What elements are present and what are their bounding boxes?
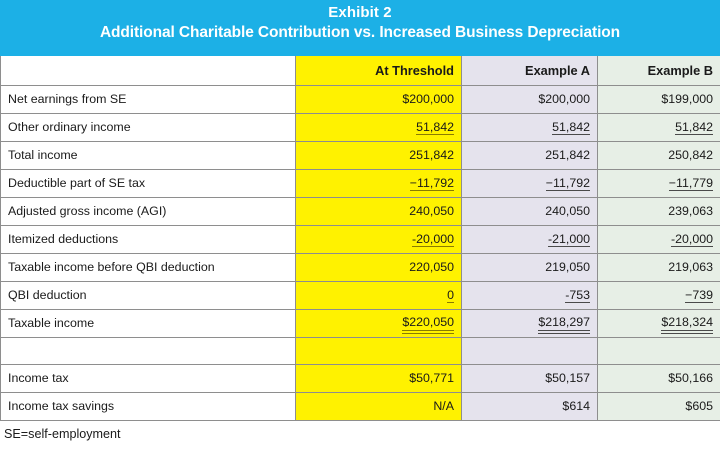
cell-threshold: 220,050 xyxy=(295,253,462,282)
row-label xyxy=(0,337,296,365)
underlined-value: -20,000 xyxy=(411,231,454,247)
row-label: Total income xyxy=(0,141,296,170)
cell-example-b: 219,063 xyxy=(597,253,720,282)
row-label: Other ordinary income xyxy=(0,113,296,142)
underlined-value: -20,000 xyxy=(670,231,713,247)
underlined-value: $218,297 xyxy=(538,315,590,334)
cell-threshold: N/A xyxy=(295,392,462,421)
underlined-value: −11,792 xyxy=(545,175,590,191)
exhibit-number: Exhibit 2 xyxy=(328,4,392,21)
underlined-value: $220,050 xyxy=(402,315,454,334)
cell-threshold: -20,000 xyxy=(295,225,462,254)
row-label: Taxable income before QBI deduction xyxy=(0,253,296,282)
table-body: At Threshold Example A Example B Net earnin… xyxy=(0,56,720,421)
cell-threshold: $50,771 xyxy=(295,364,462,393)
row-label: QBI deduction xyxy=(0,281,296,310)
row-label: Taxable income xyxy=(0,309,296,338)
cell-threshold: −11,792 xyxy=(295,169,462,198)
table-row: Other ordinary income 51,842 51,842 51,842 xyxy=(0,113,720,142)
row-label: Income tax savings xyxy=(0,392,296,421)
underlined-value: 0 xyxy=(447,287,454,303)
cell-example-a: $50,157 xyxy=(461,364,598,393)
cell-threshold: 240,050 xyxy=(295,197,462,226)
cell-example-a: 240,050 xyxy=(461,197,598,226)
underlined-value: -21,000 xyxy=(547,231,590,247)
cell-example-b: $199,000 xyxy=(597,85,720,114)
table-row: Income tax $50,771 $50,157 $50,166 xyxy=(0,364,720,393)
underlined-value: −11,779 xyxy=(668,175,713,191)
cell-example-b: 51,842 xyxy=(597,113,720,142)
underlined-value: −739 xyxy=(685,287,713,303)
underlined-value: -753 xyxy=(565,287,590,303)
underlined-value: 51,842 xyxy=(675,119,713,135)
cell-example-b: $605 xyxy=(597,392,720,421)
cell-example-a: $200,000 xyxy=(461,85,598,114)
cell-example-b: -20,000 xyxy=(597,225,720,254)
underlined-value: −11,792 xyxy=(409,175,454,191)
table-row: Total income 251,842 251,842 250,842 xyxy=(0,141,720,170)
underlined-value: 51,842 xyxy=(552,119,590,135)
cell-example-b: 239,063 xyxy=(597,197,720,226)
table-spacer-row xyxy=(0,337,720,365)
cell-threshold: 51,842 xyxy=(295,113,462,142)
table-row: Net earnings from SE $200,000 $200,000 $199… xyxy=(0,85,720,114)
table-footnote: SE=self-employment xyxy=(0,420,720,441)
row-label: Deductible part of SE tax xyxy=(0,169,296,198)
column-header-label xyxy=(0,56,296,86)
cell-example-a: $218,297 xyxy=(461,309,598,338)
table-row: Taxable income $220,050 $218,297 $218,324 xyxy=(0,309,720,338)
cell-example-a: 219,050 xyxy=(461,253,598,282)
table-header-row: At Threshold Example A Example B xyxy=(0,56,720,86)
row-label: Net earnings from SE xyxy=(0,85,296,114)
exhibit-subtitle: Additional Charitable Contribution vs. I… xyxy=(99,24,621,41)
comparison-table: At Threshold Example A Example B Net earnin… xyxy=(0,56,720,421)
cell-example-a: -753 xyxy=(461,281,598,310)
cell-threshold: 251,842 xyxy=(295,141,462,170)
column-header-example-a: Example A xyxy=(461,56,598,86)
cell-example-b xyxy=(597,337,720,365)
cell-example-a: 251,842 xyxy=(461,141,598,170)
cell-threshold: 0 xyxy=(295,281,462,310)
cell-example-b: −11,779 xyxy=(597,169,720,198)
table-row: Adjusted gross income (AGI) 240,050 240,05… xyxy=(0,197,720,226)
row-label: Itemized deductions xyxy=(0,225,296,254)
cell-example-b: $218,324 xyxy=(597,309,720,338)
cell-example-a: -21,000 xyxy=(461,225,598,254)
table-row: Income tax savings N/A $614 $605 xyxy=(0,392,720,421)
table-row: Itemized deductions -20,000 -21,000 -20,000 xyxy=(0,225,720,254)
cell-example-a: −11,792 xyxy=(461,169,598,198)
underlined-value: 51,842 xyxy=(416,119,454,135)
cell-threshold: $200,000 xyxy=(295,85,462,114)
column-header-example-b: Example B xyxy=(597,56,720,86)
cell-example-a: $614 xyxy=(461,392,598,421)
cell-threshold: $220,050 xyxy=(295,309,462,338)
cell-example-b: 250,842 xyxy=(597,141,720,170)
column-header-threshold: At Threshold xyxy=(295,56,462,86)
cell-example-b: $50,166 xyxy=(597,364,720,393)
table-row: Deductible part of SE tax −11,792 −11,792 −… xyxy=(0,169,720,198)
cell-example-a xyxy=(461,337,598,365)
cell-threshold xyxy=(295,337,462,365)
underlined-value: $218,324 xyxy=(661,315,713,334)
exhibit-title-banner: Exhibit 2 Additional Charitable Contribu… xyxy=(0,0,720,56)
table-row: Taxable income before QBI deduction 220,0… xyxy=(0,253,720,282)
table-row: QBI deduction 0 -753 −739 xyxy=(0,281,720,310)
cell-example-a: 51,842 xyxy=(461,113,598,142)
row-label: Adjusted gross income (AGI) xyxy=(0,197,296,226)
cell-example-b: −739 xyxy=(597,281,720,310)
row-label: Income tax xyxy=(0,364,296,393)
